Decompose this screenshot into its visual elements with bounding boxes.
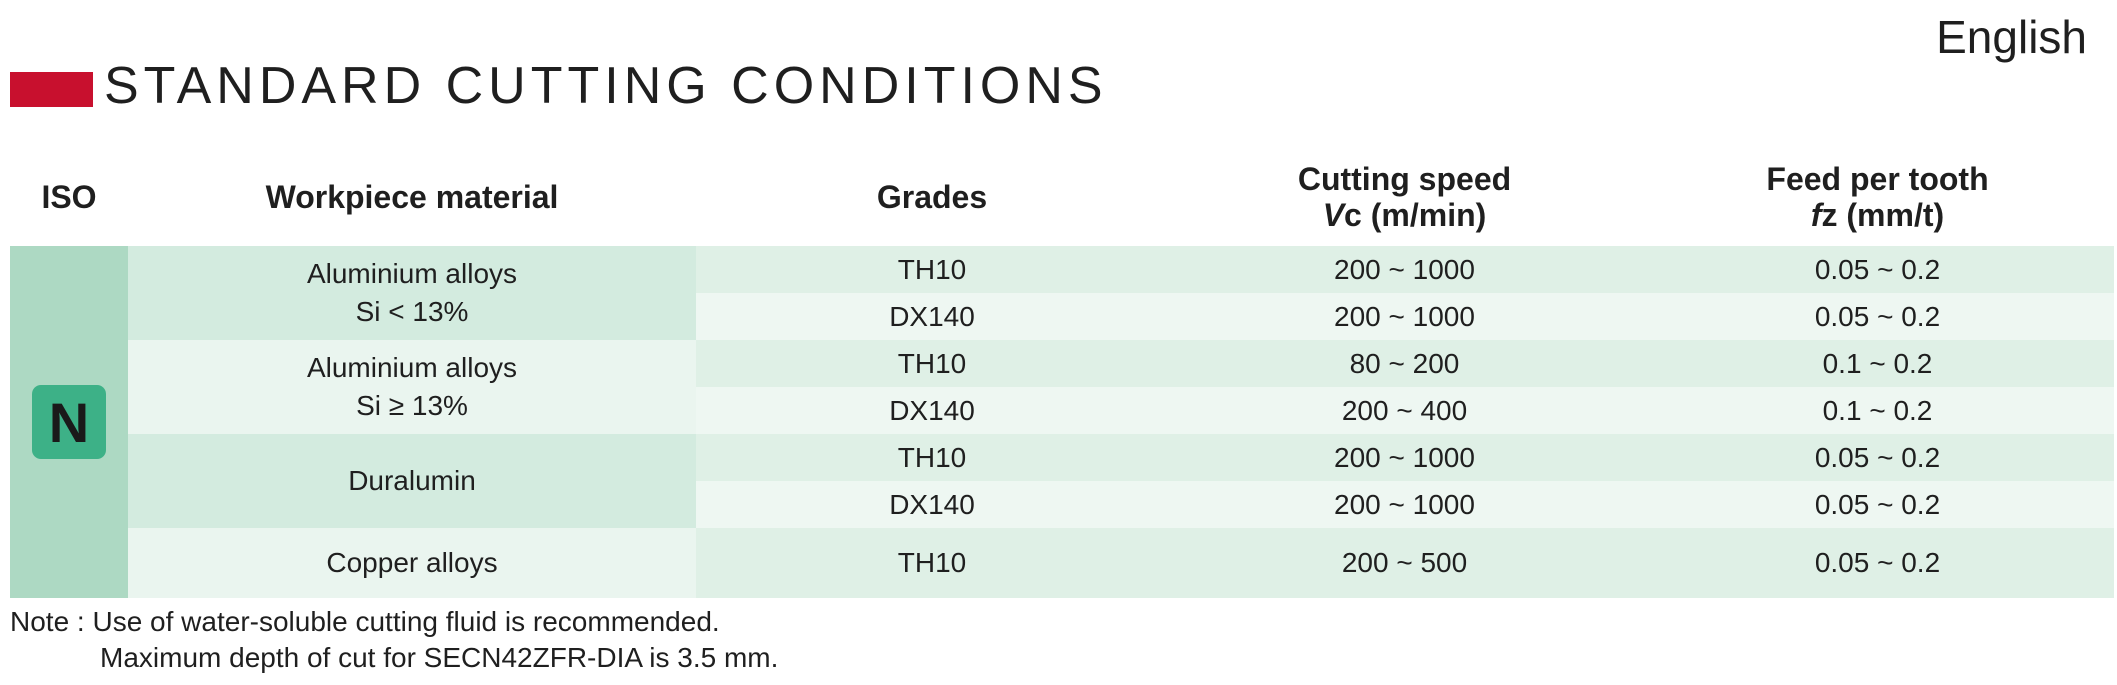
- table-header-row: ISO Workpiece material Grades Cutting sp…: [10, 148, 2114, 246]
- grade-cell: TH10: [696, 528, 1168, 598]
- title-accent-bar: [10, 72, 93, 107]
- speed-cell: 200 ~ 1000: [1168, 481, 1641, 528]
- footnote-line2: Maximum depth of cut for SECN42ZFR-DIA i…: [100, 642, 779, 673]
- table-row: DX140 200 ~ 400 0.1 ~ 0.2: [10, 387, 2114, 434]
- feed-cell: 0.05 ~ 0.2: [1641, 481, 2114, 528]
- header-speed-unit: c (m/min): [1344, 197, 1487, 233]
- speed-cell: 200 ~ 1000: [1168, 434, 1641, 481]
- feed-cell: 0.05 ~ 0.2: [1641, 246, 2114, 293]
- iso-cell: N: [10, 246, 128, 598]
- table-row: N Aluminium alloys Si < 13% TH10 200 ~ 1…: [10, 246, 2114, 598]
- language-label[interactable]: English: [1936, 11, 2087, 63]
- header-cutting-speed: Cutting speed Vc (m/min): [1168, 148, 1641, 246]
- grade-cell: DX140: [696, 387, 1168, 434]
- table-row: DX140 200 ~ 1000 0.05 ~ 0.2: [10, 481, 2114, 528]
- material-cell: Aluminium alloys Si ≥ 13%: [128, 340, 696, 434]
- header-feed-line1: Feed per tooth: [1766, 161, 1989, 197]
- header-feed-unit: z (mm/t): [1821, 197, 1945, 233]
- table-row: DX140 200 ~ 1000 0.05 ~ 0.2: [10, 293, 2114, 340]
- material-condition: Si < 13%: [355, 296, 469, 327]
- speed-cell: 200 ~ 1000: [1168, 246, 1641, 293]
- material-name: Copper alloys: [326, 547, 498, 578]
- speed-cell: 80 ~ 200: [1168, 340, 1641, 387]
- table-row: Copper alloys TH10 200 ~ 500 0.05 ~ 0.2: [10, 528, 2114, 598]
- cutting-conditions-table: ISO Workpiece material Grades Cutting sp…: [10, 148, 2114, 598]
- feed-cell: 0.05 ~ 0.2: [1641, 528, 2114, 598]
- feed-cell: 0.05 ~ 0.2: [1641, 434, 2114, 481]
- page-title: STANDARD CUTTING CONDITIONS: [104, 57, 1108, 115]
- feed-cell: 0.1 ~ 0.2: [1641, 387, 2114, 434]
- material-name: Duralumin: [348, 465, 476, 496]
- header-material: Workpiece material: [265, 179, 559, 215]
- table-row: Aluminium alloys Si ≥ 13% TH10 80 ~ 200 …: [10, 340, 2114, 434]
- header-iso: ISO: [41, 179, 97, 215]
- table-row: Duralumin TH10 200 ~ 1000 0.05 ~ 0.2: [10, 434, 2114, 528]
- material-name: Aluminium alloys: [306, 352, 518, 383]
- header-feed-per-tooth: Feed per tooth fz (mm/t): [1641, 148, 2114, 246]
- speed-cell: 200 ~ 400: [1168, 387, 1641, 434]
- material-cell: Aluminium alloys Si < 13%: [128, 246, 696, 340]
- grade-cell: TH10: [696, 434, 1168, 481]
- footnote-line1: Note : Use of water-soluble cutting flui…: [10, 606, 720, 637]
- grade-cell: TH10: [696, 340, 1168, 387]
- header-speed-symbol: V: [1322, 197, 1345, 233]
- material-cell: Copper alloys: [128, 528, 696, 598]
- footnote: Note : Use of water-soluble cutting flui…: [10, 604, 778, 676]
- header-grades: Grades: [876, 179, 988, 215]
- speed-cell: 200 ~ 500: [1168, 528, 1641, 598]
- grade-cell: DX140: [696, 293, 1168, 340]
- grade-cell: DX140: [696, 481, 1168, 528]
- iso-class-badge: N: [32, 385, 106, 459]
- header-speed-line1: Cutting speed: [1297, 161, 1512, 197]
- header-feed-symbol: f: [1810, 197, 1822, 233]
- material-name: Aluminium alloys: [306, 258, 518, 289]
- feed-cell: 0.05 ~ 0.2: [1641, 293, 2114, 340]
- speed-cell: 200 ~ 1000: [1168, 293, 1641, 340]
- material-condition: Si ≥ 13%: [356, 390, 468, 421]
- grade-cell: TH10: [696, 246, 1168, 293]
- material-cell: Duralumin: [128, 434, 696, 528]
- feed-cell: 0.1 ~ 0.2: [1641, 340, 2114, 387]
